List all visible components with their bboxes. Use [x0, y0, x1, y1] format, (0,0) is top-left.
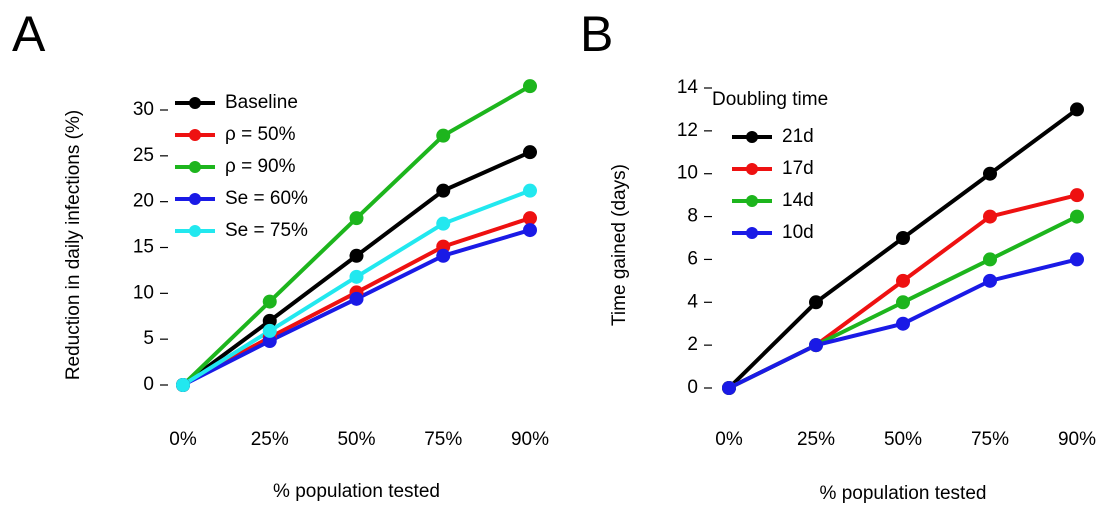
data-point	[349, 269, 364, 284]
legend-marker	[746, 195, 758, 207]
legend-label: ρ = 90%	[225, 156, 296, 177]
data-point	[896, 231, 910, 245]
data-point	[1070, 209, 1084, 224]
y-tick-label: 10	[677, 163, 698, 184]
y-tick-label: 15	[133, 237, 154, 258]
data-point	[722, 381, 736, 395]
data-point	[262, 313, 277, 328]
legend-marker	[746, 163, 758, 175]
data-point	[1070, 102, 1084, 117]
x-tick-label: 75%	[424, 429, 462, 450]
x-axis-label: % population tested	[820, 483, 987, 504]
legend-marker	[189, 97, 201, 109]
legend-marker	[189, 161, 201, 173]
data-point	[983, 252, 997, 267]
data-point	[349, 248, 364, 263]
data-point	[523, 79, 537, 94]
data-point	[1070, 188, 1084, 203]
y-tick-label: 8	[687, 206, 698, 227]
x-tick-label: 50%	[884, 429, 922, 450]
y-tick-label: 12	[677, 120, 698, 141]
y-tick-label: 0	[143, 374, 154, 395]
data-point	[809, 295, 823, 310]
y-tick-label: 14	[677, 77, 699, 98]
legend-label: Se = 60%	[225, 188, 308, 209]
legend-label: 21d	[782, 126, 814, 147]
x-tick-label: 0%	[169, 429, 197, 450]
panel-label: A	[12, 6, 46, 62]
legend-title: Doubling time	[712, 89, 828, 110]
data-point	[896, 273, 910, 288]
data-point	[349, 211, 364, 226]
y-tick-label: 30	[133, 99, 154, 120]
data-point	[983, 209, 997, 224]
data-point	[896, 295, 910, 310]
data-point	[436, 183, 451, 198]
x-tick-label: 0%	[715, 429, 743, 450]
x-tick-label: 90%	[511, 429, 549, 450]
data-point	[809, 338, 823, 353]
legend-marker	[189, 129, 201, 141]
y-tick-label: 5	[143, 328, 154, 349]
legend-marker	[189, 225, 201, 237]
y-tick-label: 6	[687, 248, 698, 269]
data-point	[523, 223, 537, 238]
data-point	[1070, 252, 1084, 267]
y-axis-label: Time gained (days)	[609, 164, 630, 326]
data-point	[523, 211, 537, 226]
legend-label: ρ = 50%	[225, 124, 296, 145]
y-tick-label: 20	[133, 191, 154, 212]
x-tick-label: 25%	[251, 429, 289, 450]
data-point	[983, 273, 997, 288]
legend-label: Se = 75%	[225, 220, 308, 241]
data-point	[262, 334, 277, 348]
legend-label: 14d	[782, 190, 814, 211]
y-tick-label: 2	[687, 334, 698, 355]
x-tick-label: 50%	[337, 429, 375, 450]
data-point	[262, 323, 277, 338]
legend-label: 17d	[782, 158, 814, 179]
data-point	[523, 145, 537, 160]
data-point	[436, 216, 451, 231]
y-tick-label: 25	[133, 145, 154, 166]
y-tick-label: 10	[133, 282, 154, 303]
x-tick-label: 25%	[797, 429, 835, 450]
legend-marker	[189, 193, 201, 205]
y-tick-label: 4	[687, 291, 698, 312]
legend-marker	[746, 131, 758, 143]
legend-marker	[746, 227, 758, 239]
data-point	[436, 128, 451, 143]
legend-label: Baseline	[225, 92, 298, 113]
data-point	[262, 294, 277, 309]
data-point	[896, 316, 910, 331]
panel-label: B	[580, 6, 613, 62]
data-point	[349, 291, 364, 306]
x-axis-label: % population tested	[273, 481, 440, 502]
x-tick-label: 75%	[971, 429, 1009, 450]
series-line	[727, 107, 1079, 390]
data-point	[523, 183, 537, 198]
y-axis-label: Reduction in daily infections (%)	[63, 110, 84, 380]
x-tick-label: 90%	[1058, 429, 1096, 450]
y-tick-label: 0	[687, 377, 698, 398]
data-point	[436, 248, 451, 263]
data-point	[983, 166, 997, 181]
data-point	[176, 378, 190, 392]
legend-label: 10d	[782, 222, 814, 243]
